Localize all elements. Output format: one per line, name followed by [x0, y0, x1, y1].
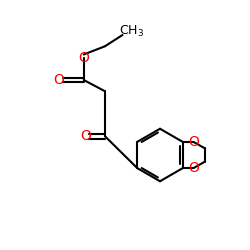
- Text: O: O: [188, 135, 199, 149]
- Text: O: O: [80, 129, 91, 143]
- Text: O: O: [188, 161, 199, 175]
- Text: CH$_3$: CH$_3$: [119, 24, 144, 39]
- Text: O: O: [78, 50, 89, 64]
- Text: O: O: [54, 73, 64, 87]
